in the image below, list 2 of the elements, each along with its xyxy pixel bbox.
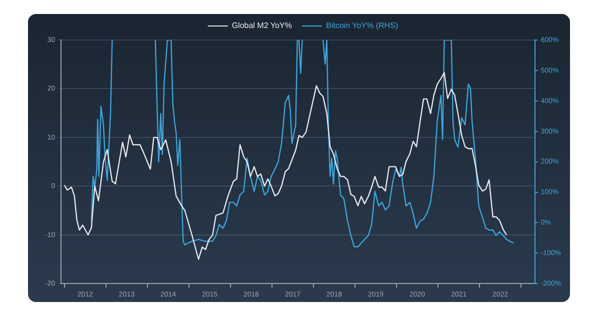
legend-label: Global M2 YoY% (232, 21, 292, 30)
legend-label: Bitcoin YoY% (RHS) (326, 21, 398, 30)
